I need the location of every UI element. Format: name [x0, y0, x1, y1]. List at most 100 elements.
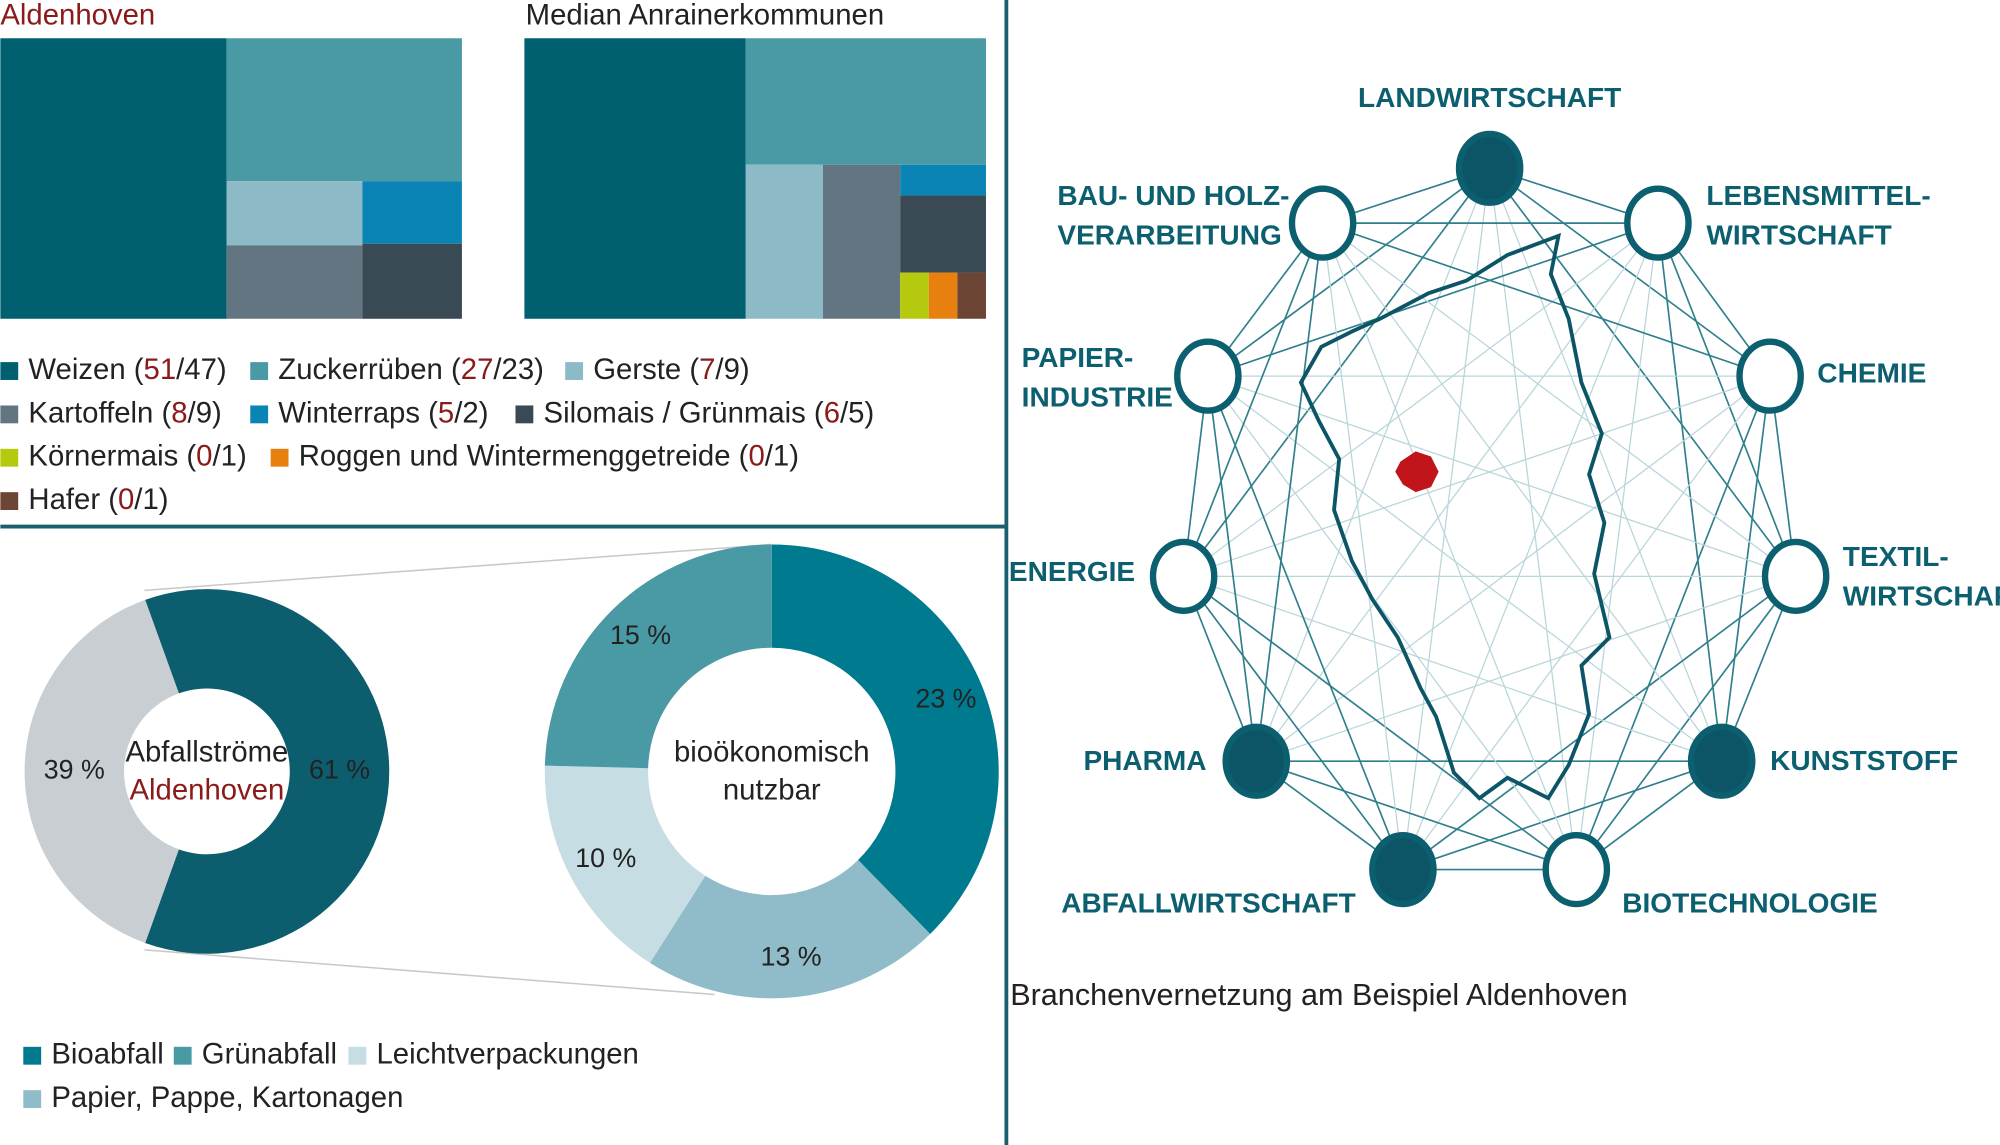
node-label: ABFALLWIRTSCHAFT: [1061, 888, 1355, 919]
legend-swatch: [0, 362, 19, 380]
network-edge: [1183, 575, 1722, 762]
network-edge: [1183, 375, 1771, 577]
treemap-tile: [928, 272, 958, 319]
node-label: LANDWIRTSCHAFT: [1358, 82, 1621, 113]
network-node: [1624, 185, 1692, 261]
treemap-tile: [362, 243, 462, 319]
legend-label: Leichtverpackungen: [376, 1037, 638, 1070]
treemap-tile: [0, 38, 227, 319]
legend-label: Kartoffeln (8/9): [28, 396, 221, 429]
treemap-tile: [900, 164, 986, 196]
network-edge: [1182, 575, 1404, 871]
connector: [144, 949, 715, 996]
treemap-tile: [226, 38, 462, 182]
network-edge: [1575, 375, 1771, 870]
legend-swatch: [250, 405, 269, 424]
treemap-tile: [900, 195, 986, 273]
network-edge: [1402, 760, 1722, 871]
legend-swatch: [23, 1046, 42, 1065]
legend-label: Papier, Pappe, Kartonagen: [51, 1081, 403, 1114]
network-edge: [1321, 222, 1577, 870]
network-edge: [1256, 760, 1577, 871]
network-edge: [1255, 222, 1659, 762]
network-edge: [1322, 222, 1771, 377]
network-edge: [1402, 222, 1659, 870]
node-label: ENERGIE: [1009, 556, 1135, 587]
network-node: [1542, 831, 1611, 908]
legend-swatch: [515, 405, 534, 424]
network-edge: [1488, 168, 1577, 870]
center-label: Abfallströme: [125, 735, 288, 768]
legend-swatch: [348, 1046, 367, 1065]
value-label: 61 %: [309, 754, 370, 784]
network-edge: [1255, 223, 1324, 762]
map-highlight: [1395, 451, 1439, 493]
network-edge: [1402, 375, 1771, 870]
legend-swatch: [23, 1090, 42, 1109]
treemap-tile: [226, 245, 363, 319]
treemap-tile: [900, 272, 929, 319]
node-label: VERARBEITUNG: [1057, 220, 1281, 251]
legend-swatch: [173, 1046, 192, 1065]
network-edge: [1182, 222, 1324, 577]
network-node: [1174, 338, 1242, 414]
node-label: PAPIER-: [1022, 342, 1134, 373]
map-outline: [1298, 232, 1612, 801]
legend-label: Weizen (51/47): [28, 353, 226, 386]
legend-swatch: [0, 492, 19, 511]
network-edge: [1182, 167, 1491, 577]
network-edge: [1720, 376, 1771, 762]
treemap-tile: [362, 181, 462, 244]
node-label: BAU- UND HOLZ-: [1057, 180, 1289, 211]
node-label: LEBENSMITTEL-: [1706, 180, 1930, 211]
legend-swatch: [270, 448, 289, 467]
value-label: 39 %: [44, 754, 105, 784]
network-edge: [1322, 222, 1723, 762]
node-label: WIRTSCHAFT: [1843, 580, 2000, 611]
network-edge: [1207, 375, 1577, 870]
network-edge: [1488, 167, 1797, 577]
donut-segment: [24, 599, 179, 943]
network-edge: [1657, 223, 1723, 762]
network-edge: [1207, 167, 1491, 377]
network-edge: [1402, 575, 1797, 871]
donut-segment: [771, 544, 999, 934]
node-label: WIRTSCHAFT: [1706, 220, 1891, 251]
legend-label: Roggen und Wintermenggetreide (0/1): [299, 439, 799, 472]
legend-label: Silomais / Grünmais (6/5): [544, 396, 875, 429]
network-edge: [1322, 222, 1797, 577]
legend-label: Bioabfall: [51, 1037, 163, 1070]
treemap-tile: [745, 38, 986, 165]
treemap-tile: [745, 164, 823, 319]
legend-swatch: [250, 362, 269, 380]
network-edge: [1575, 575, 1797, 871]
node-label: INDUSTRIE: [1022, 381, 1173, 412]
donut-segment: [544, 544, 772, 769]
center-label: nutzbar: [723, 774, 821, 807]
treemap-tile: [957, 272, 986, 319]
legend-label: Gerste (7/9): [593, 353, 749, 386]
node-label: KUNSTSTOFF: [1770, 745, 1958, 776]
legend-label: Grünabfall: [202, 1037, 337, 1070]
network-edge: [1207, 375, 1796, 577]
network-edge: [1256, 575, 1796, 762]
center-label: bioökonomisch: [674, 735, 870, 768]
value-label: 15 %: [610, 620, 671, 650]
network-node: [1455, 130, 1524, 206]
network-edge: [1183, 222, 1659, 577]
network-edge: [1207, 376, 1258, 762]
donut-segment: [544, 765, 706, 963]
network-edge: [1207, 375, 1723, 762]
treemap-title: Aldenhoven: [0, 0, 155, 31]
network-edge: [1183, 575, 1577, 871]
legend-label: Zuckerrüben (27/23): [278, 353, 544, 386]
network-edge: [1255, 168, 1491, 762]
legend-label: Winterraps (5/2): [278, 396, 488, 429]
node-label: BIOTECHNOLOGIE: [1622, 888, 1878, 919]
donut-segment: [145, 589, 390, 954]
legend-label: Hafer (0/1): [28, 483, 168, 516]
legend-swatch: [565, 362, 584, 380]
node-label: CHEMIE: [1817, 357, 1926, 388]
network-edge: [1575, 223, 1659, 870]
